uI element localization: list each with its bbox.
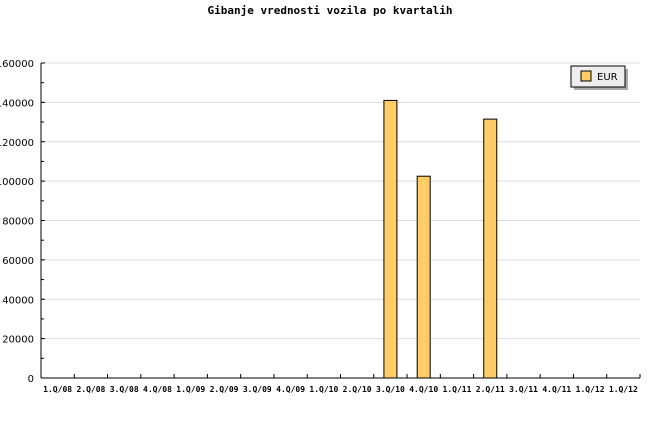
x-tick-label: 2.Q/11 — [476, 385, 505, 394]
x-tick-label: 2.Q/10 — [343, 385, 372, 394]
x-tick-label: 1.Q/11 — [443, 385, 472, 394]
y-tick-label: 20000 — [2, 335, 34, 346]
x-tick-label: 2.Q/08 — [76, 385, 105, 394]
legend-swatch — [580, 70, 592, 82]
y-tick-label: 60000 — [2, 256, 34, 267]
bar — [416, 175, 431, 379]
y-tick-label: 0 — [28, 374, 34, 385]
x-tick-label: 4.Q/10 — [409, 385, 438, 394]
legend-label: EUR — [597, 72, 618, 83]
x-tick-label: 1.Q/10 — [309, 385, 338, 394]
y-tick-label: 120000 — [0, 138, 34, 149]
x-tick-label: 3.Q/11 — [509, 385, 538, 394]
y-tick-label: 40000 — [2, 295, 34, 306]
x-tick-label: 4.Q/09 — [276, 385, 305, 394]
bar — [383, 99, 398, 379]
x-tick-label: 4.Q/08 — [143, 385, 172, 394]
x-tick-label: 1.Q/12 — [609, 385, 638, 394]
x-tick-label: 1.Q/08 — [43, 385, 72, 394]
y-tick-label: 80000 — [2, 217, 34, 228]
y-tick-label: 100000 — [0, 177, 34, 188]
chart-title: Gibanje vrednosti vozila po kvartalih — [207, 4, 453, 17]
y-tick-label: 140000 — [0, 98, 34, 109]
bar — [483, 118, 498, 379]
x-tick-label: 3.Q/08 — [110, 385, 139, 394]
x-tick-label: 3.Q/10 — [376, 385, 405, 394]
y-tick-label: 160000 — [0, 59, 34, 70]
x-tick-label: 2.Q/09 — [210, 385, 239, 394]
x-tick-label: 4.Q/11 — [542, 385, 571, 394]
x-tick-label: 1.Q/09 — [176, 385, 205, 394]
x-tick-label: 3.Q/09 — [243, 385, 272, 394]
x-tick-label: 1.Q/12 — [576, 385, 605, 394]
